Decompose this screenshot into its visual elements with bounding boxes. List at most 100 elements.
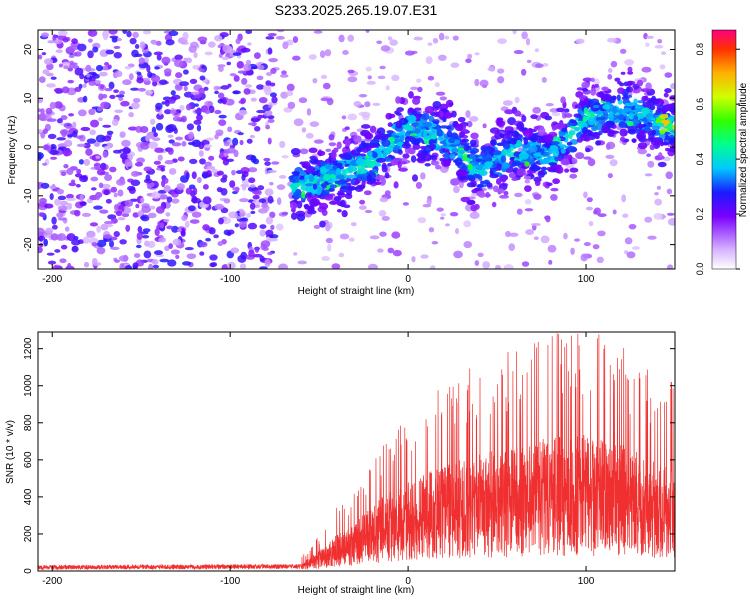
spectrogram-point — [38, 129, 44, 134]
spectrogram-point — [174, 59, 184, 68]
spectrogram-point — [534, 63, 544, 69]
spectrogram-point — [450, 178, 460, 186]
spectrogram-point — [396, 107, 405, 112]
spectrogram-point — [62, 61, 71, 67]
spectrogram-point — [458, 149, 465, 155]
spectrogram-point — [617, 80, 622, 85]
spectrogram-point — [451, 147, 459, 154]
spectrogram-point — [174, 54, 183, 61]
spectrogram-point — [632, 89, 641, 94]
spectrogram-point — [156, 113, 164, 120]
spectrogram-x-ticks: -200 -100 0 100 — [42, 30, 595, 285]
spectrogram-point — [134, 53, 143, 58]
spectrogram-point — [45, 107, 53, 115]
spectrogram-point — [101, 135, 112, 142]
spectrogram-point — [416, 78, 422, 84]
spectrogram-point — [477, 252, 484, 258]
spectrogram-point — [164, 160, 174, 165]
spectrogram-point — [301, 162, 309, 169]
spectrogram-point — [119, 239, 127, 245]
spectrogram-point — [338, 252, 345, 258]
spectrogram-point — [193, 52, 198, 59]
spectrogram-point — [540, 166, 547, 171]
spectrogram-point — [167, 134, 174, 138]
spectrogram-point — [239, 210, 246, 217]
spectrogram-point — [182, 261, 192, 266]
spectrogram-point — [57, 217, 67, 221]
spectrogram-point — [367, 150, 373, 157]
spectrogram-point — [583, 107, 589, 115]
spectrogram-point — [68, 54, 75, 59]
spectrogram-point — [99, 162, 107, 171]
spectrogram-point — [111, 118, 119, 127]
spectrogram-point — [79, 194, 84, 202]
spectrogram-point — [381, 162, 387, 170]
spectrogram-point — [508, 243, 516, 252]
spectrogram-point — [641, 123, 647, 127]
spectrogram-point — [140, 141, 150, 150]
spectrogram-point — [309, 158, 319, 164]
spectrogram-point — [57, 195, 67, 201]
spectrogram-point — [82, 236, 90, 244]
spectrogram-point — [148, 263, 154, 269]
spectrogram-point — [582, 126, 588, 135]
spectrogram-point — [601, 86, 609, 92]
spectrogram-point — [76, 143, 87, 148]
spectrogram-point — [542, 63, 549, 67]
spectrogram-point — [145, 174, 151, 182]
spectrogram-point — [193, 119, 202, 125]
spectrogram-point — [265, 80, 272, 86]
y-tick-label: 400 — [23, 488, 34, 505]
spectrogram-point — [569, 167, 579, 173]
colorbar-label: Normalized spectral amplitude — [738, 82, 749, 217]
spectrogram-point — [649, 144, 655, 151]
spectrogram-point — [458, 170, 469, 177]
spectrogram-point — [631, 246, 640, 250]
spectrogram-point — [600, 96, 610, 102]
spectrogram-point — [636, 132, 647, 141]
spectrogram-point — [423, 121, 433, 128]
spectrogram-point — [402, 153, 410, 159]
spectrogram-point — [103, 189, 110, 196]
spectrogram-point — [320, 97, 331, 102]
spectrogram-point — [659, 64, 666, 70]
spectrogram-point — [253, 52, 261, 60]
spectrogram-point — [496, 117, 504, 122]
spectrogram-point — [232, 186, 240, 191]
spectrogram-point — [77, 239, 85, 244]
spectrogram-point — [394, 110, 400, 115]
spectrogram-point — [466, 182, 476, 188]
spectrogram-point — [229, 73, 237, 77]
spectrogram-point — [94, 162, 102, 171]
spectrogram-point — [361, 111, 371, 118]
spectrogram-point — [646, 153, 652, 158]
spectrogram-point — [381, 216, 390, 221]
y-tick-label: 0 — [23, 568, 34, 574]
spectrogram-point — [100, 223, 109, 231]
snr-panel: -200 -100 0 100 0 200 400 600 800 1000 1200 Heigh… — [5, 331, 676, 596]
spectrogram-point — [659, 113, 669, 119]
spectrogram-point — [57, 205, 68, 211]
spectrogram-point — [243, 63, 252, 72]
spectrogram-point — [429, 265, 436, 269]
spectrogram-point — [380, 45, 391, 52]
spectrogram-point — [607, 74, 613, 80]
spectrogram-point — [424, 163, 431, 167]
spectrogram-point — [439, 96, 447, 101]
spectrogram-point — [249, 184, 256, 188]
spectrogram-point — [484, 161, 494, 167]
spectrogram-point — [377, 248, 384, 253]
spectrogram-point — [120, 100, 130, 107]
spectrogram-point — [199, 158, 206, 165]
spectrogram-point — [237, 70, 247, 74]
spectrogram-point — [89, 129, 96, 136]
spectrogram-point — [189, 158, 198, 165]
spectrogram-point — [593, 207, 602, 215]
spectrogram-point — [152, 137, 161, 142]
spectrogram-point — [469, 116, 479, 122]
spectrogram-point — [161, 56, 171, 65]
spectrogram-point — [145, 134, 150, 142]
spectrogram-point — [324, 163, 331, 170]
spectrogram-point — [138, 57, 145, 65]
spectrogram-point — [645, 82, 652, 91]
